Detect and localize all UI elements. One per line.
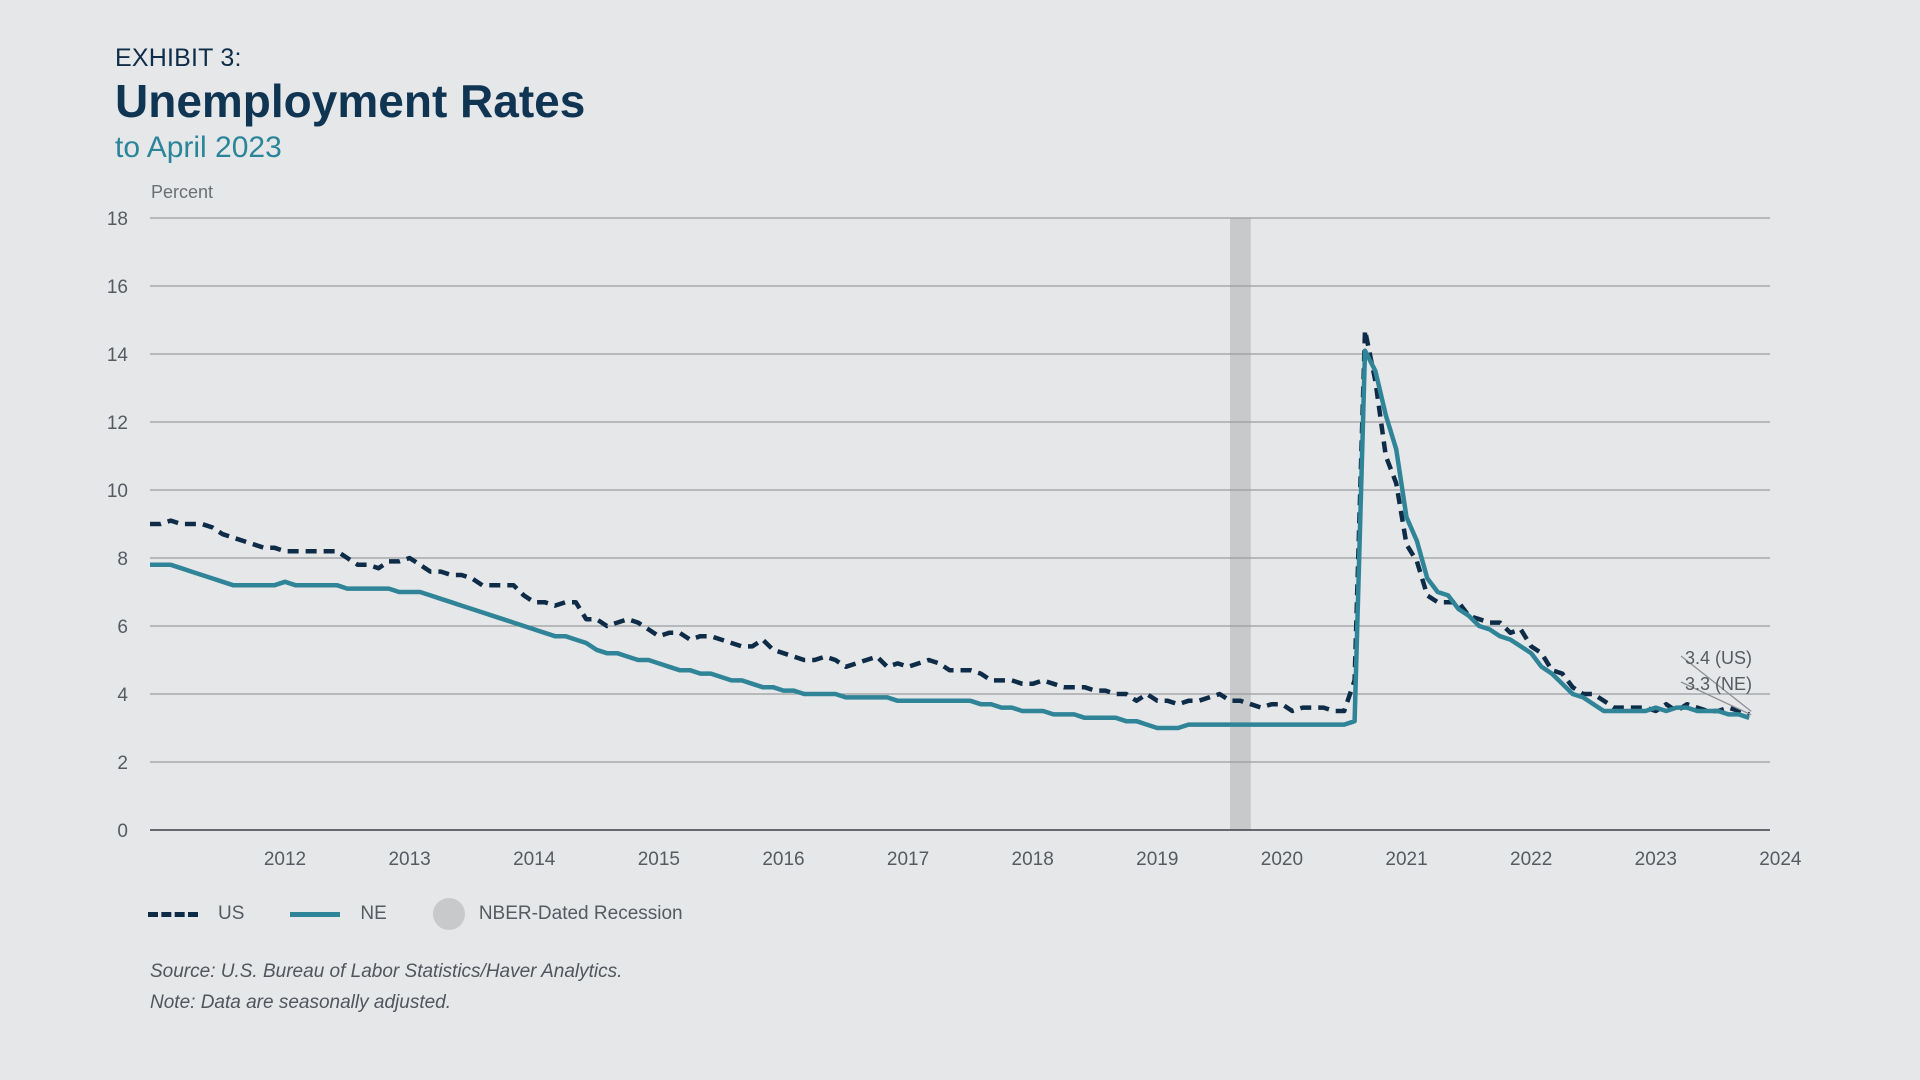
x-tick-label: 2012 [264, 849, 306, 870]
x-tick-label: 2017 [887, 849, 929, 870]
chart-title: Unemployment Rates [115, 75, 586, 127]
y-tick-label: 10 [107, 481, 128, 502]
x-tick-label: 2016 [762, 849, 804, 870]
x-tick-label: 2022 [1510, 849, 1552, 870]
x-tick-label: 2020 [1261, 849, 1303, 870]
legend-item-us: US [148, 903, 244, 925]
exhibit-label: EXHIBIT 3: [115, 44, 242, 72]
data-note: Note: Data are seasonally adjusted. [150, 992, 452, 1013]
source-note: Source: U.S. Bureau of Labor Statistics/… [150, 961, 623, 982]
x-tick-label: 2021 [1385, 849, 1427, 870]
x-tick-label: 2024 [1759, 849, 1802, 870]
annotation-label: 3.3 (NE) [1685, 674, 1752, 694]
chart-header: EXHIBIT 3: Unemployment Rates to April 2… [115, 44, 585, 165]
annotation-leader [1680, 655, 1752, 712]
y-tick-label: 0 [117, 821, 128, 842]
legend-item-recession: NBER-Dated Recession [432, 898, 683, 930]
y-tick-label: 12 [107, 413, 128, 434]
x-tick-label: 2019 [1136, 849, 1178, 870]
x-tick-label: 2015 [638, 849, 680, 870]
chart-notes: Source: U.S. Bureau of Labor Statistics/… [150, 956, 622, 1018]
legend-us-label: US [218, 903, 245, 924]
y-tick-label: 4 [117, 685, 128, 706]
legend-ne-label: NE [360, 903, 387, 924]
legend-item-ne: NE [290, 903, 387, 925]
annotation-leader [1680, 681, 1752, 716]
x-tick-label: 2014 [513, 849, 556, 870]
unemployment-chart: 0 2 4 6 8 10 12 14 16 18 Percent 2012 2013 2014 2015 20… [107, 182, 1802, 870]
series-line-us [150, 327, 1750, 717]
y-tick-label: 14 [107, 345, 129, 366]
annotation-label: 3.4 (US) [1685, 648, 1752, 668]
x-tick-label: 2013 [388, 849, 430, 870]
x-tick-label: 2018 [1012, 849, 1054, 870]
legend-us-swatch [148, 911, 198, 917]
y-tick-label: 16 [107, 277, 128, 298]
legend-recession-swatch [432, 898, 465, 930]
y-tick-label: 18 [107, 209, 128, 230]
x-tick-label: 2023 [1635, 849, 1677, 870]
legend-recession-label: NBER-Dated Recession [478, 903, 683, 924]
legend-ne-swatch [290, 911, 341, 917]
recession-band [1230, 218, 1251, 830]
y-tick-label: 8 [117, 549, 128, 570]
y-axis-label: Percent [151, 182, 213, 202]
series-line-ne [150, 348, 1750, 731]
chart-legend: US NE NBER-Dated Recession [148, 898, 729, 930]
y-tick-label: 6 [117, 617, 128, 638]
chart-subtitle: to April 2023 [115, 131, 282, 165]
y-tick-label: 2 [117, 753, 128, 774]
